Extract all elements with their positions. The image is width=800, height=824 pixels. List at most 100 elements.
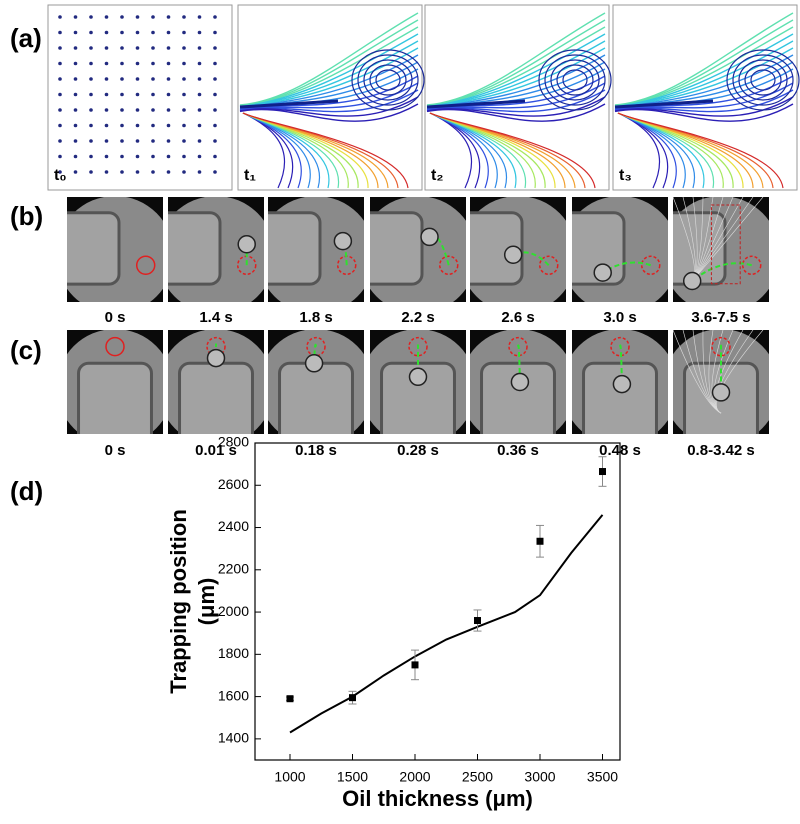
particle-dot [166, 108, 171, 112]
time-label: 1.4 s [199, 309, 232, 326]
particle-dot [120, 61, 124, 66]
model-curve [289, 514, 604, 734]
well [480, 361, 556, 434]
panel-label: (a) [10, 23, 42, 53]
vortex-line [562, 69, 588, 91]
target-mark [206, 336, 226, 357]
droplet [682, 271, 702, 291]
particle-dot [213, 46, 217, 50]
target-mark [640, 255, 661, 275]
flow-frame: t₁ [237, 4, 425, 191]
particle-dot [104, 77, 109, 81]
droplet [711, 383, 731, 402]
particle-dot [58, 15, 62, 19]
frame-content [572, 197, 668, 302]
particle-dot [182, 61, 186, 66]
y-axis-label: (μm) [194, 578, 219, 626]
particle-dot [166, 123, 171, 128]
micro-frame: 0.18 s [268, 330, 364, 459]
particle-dot [182, 15, 186, 19]
particle-dot [182, 170, 186, 174]
target-mark [741, 255, 762, 275]
particle-dot [120, 139, 124, 143]
frame-content [67, 330, 163, 434]
trajectory [428, 234, 450, 266]
micro-frame: 2.6 s [470, 197, 566, 326]
well [370, 211, 424, 286]
particle-dot [135, 139, 140, 143]
particle-dot [89, 170, 93, 174]
droplet [333, 231, 353, 251]
micro-frame: 2.2 s [370, 197, 466, 326]
micro-frame: 0.36 s [470, 330, 566, 459]
particle-dot [151, 61, 155, 66]
frame-content [67, 197, 163, 302]
particle-dot [120, 46, 124, 50]
particle-dot [73, 77, 78, 81]
particle-dot [182, 30, 186, 35]
frame-content [673, 330, 769, 434]
particle-dot [120, 92, 124, 97]
y-tick-label: 1800 [218, 645, 249, 661]
time-label: 1.8 s [299, 309, 332, 326]
particle-dot [213, 30, 217, 35]
particle-dot [73, 139, 78, 143]
streamline [614, 103, 794, 122]
particle-dot [135, 108, 140, 112]
streamline [426, 103, 606, 122]
particle-dot [120, 123, 124, 128]
x-tick-label: 3500 [587, 769, 618, 785]
particle-dot [73, 170, 78, 174]
frame-content [572, 330, 668, 434]
particle-dot [58, 61, 62, 66]
particle-dot [73, 46, 78, 50]
frame-content [168, 330, 264, 434]
x-tick-label: 2500 [462, 769, 493, 785]
particle-dot [120, 15, 124, 19]
vortex-line [550, 59, 600, 101]
vortex-line [744, 64, 782, 96]
particle-dot [166, 15, 171, 19]
particle-dot [89, 61, 93, 66]
droplet [206, 348, 226, 368]
particle-dot [104, 123, 109, 128]
frame-border [612, 4, 798, 191]
particle-dot [197, 92, 202, 97]
frame-content [168, 197, 264, 302]
particle-dot [73, 154, 78, 159]
frame-border [47, 4, 233, 191]
particle-dot [213, 108, 217, 112]
vortex-line [732, 54, 794, 106]
particle-dot [197, 77, 202, 81]
y-tick-label: 2800 [218, 434, 249, 450]
particle-dot [197, 46, 202, 50]
target-mark [306, 336, 326, 357]
particle-dot [120, 170, 124, 174]
particle-dot [182, 77, 186, 81]
particle-dot [104, 15, 109, 19]
data-point [536, 537, 544, 545]
frame-label: t₁ [244, 167, 256, 184]
particle-dot [58, 154, 62, 159]
target-mark [508, 336, 528, 357]
particle-dot [89, 139, 93, 143]
particle-dot [166, 92, 171, 97]
particle-dot [151, 46, 155, 50]
particle-dot [104, 139, 109, 143]
particle-dot [58, 92, 62, 97]
panel-label: (d) [10, 476, 43, 506]
particle-dot [89, 154, 93, 159]
vortex-line [538, 49, 612, 111]
particle-dot [89, 30, 93, 35]
particle-dot [151, 123, 155, 128]
particle-dot [213, 92, 217, 97]
particle-dot [151, 139, 155, 143]
droplet [503, 245, 523, 264]
particle-dot [197, 15, 202, 19]
data-point [599, 468, 606, 476]
time-label: 0.28 s [397, 442, 439, 459]
well [168, 211, 222, 286]
particle-dot [58, 139, 62, 143]
particle-dot [89, 108, 93, 112]
x-axis-label: Oil thickness (μm) [342, 786, 533, 811]
